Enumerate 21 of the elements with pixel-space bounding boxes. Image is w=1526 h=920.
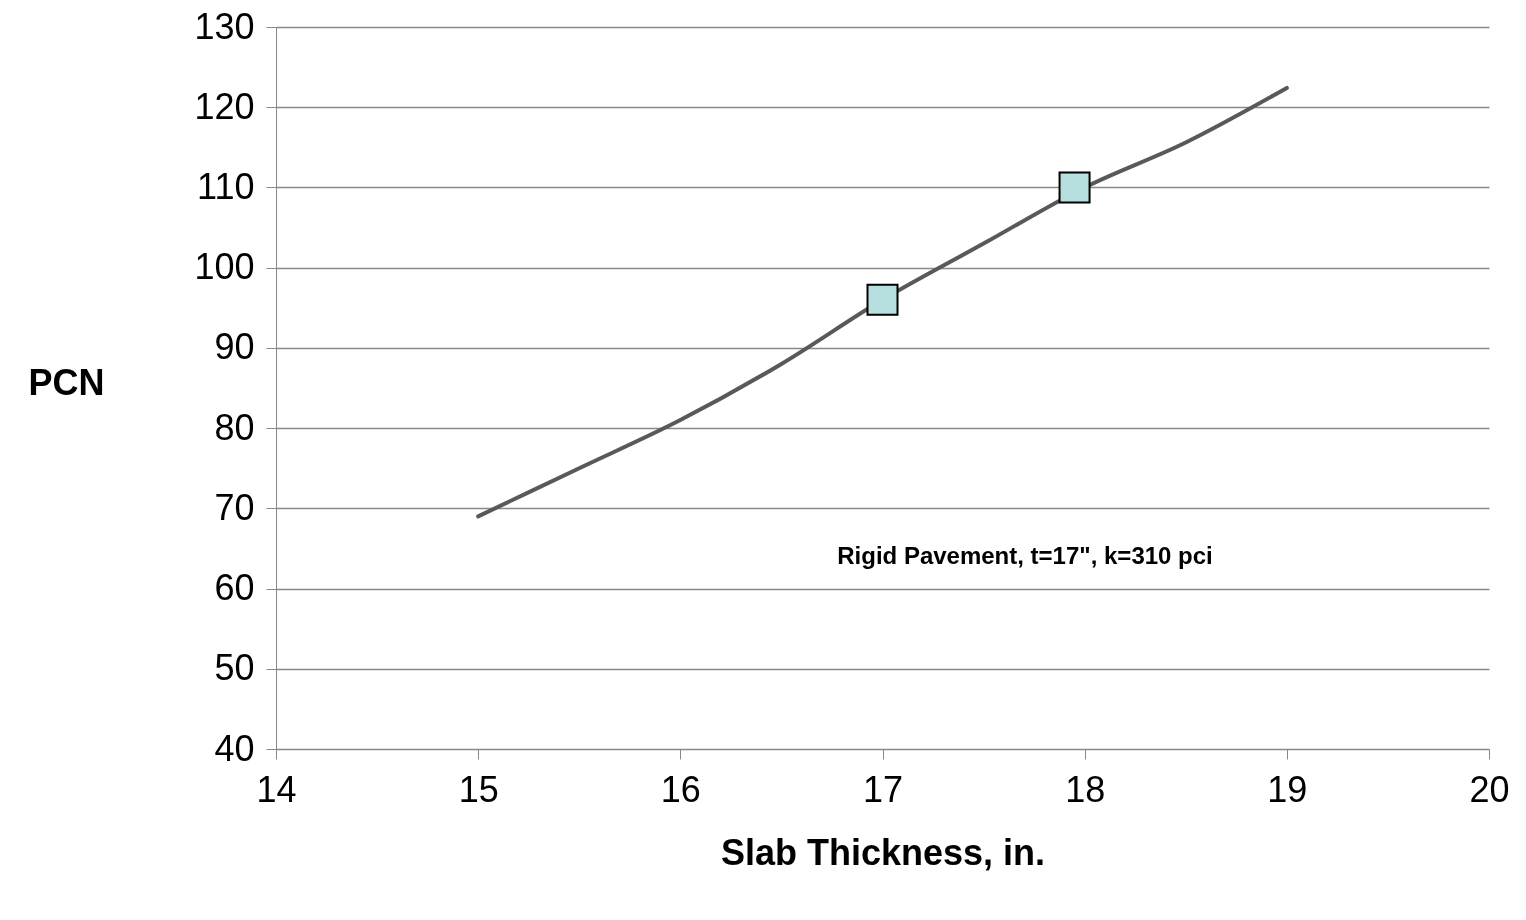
x-axis-title: Slab Thickness, in. [720,831,1046,873]
x-tick-label: 15 [458,768,499,810]
y-tick-label: 130 [194,5,255,47]
y-axis-title: PCN [28,361,105,403]
y-tick-label: 40 [214,727,255,769]
y-tick-label: 50 [214,647,255,689]
y-tick-label: 100 [194,246,255,288]
x-tick-label: 20 [1469,768,1510,810]
y-tick-label: 110 [197,165,255,207]
x-tick-label: 19 [1267,768,1308,810]
y-tick-label: 70 [214,486,255,528]
x-tick-label: 18 [1065,768,1106,810]
y-tick-label: 80 [214,406,255,448]
x-tick-label: 17 [862,768,904,810]
annotation: Rigid Pavement, t=17", k=310 pci [837,542,1213,569]
y-tick-label: 60 [214,567,255,609]
y-tick-label: 120 [194,85,255,127]
y-tick-label: 90 [214,326,255,368]
x-tick-label: 14 [256,768,297,810]
line-series [476,85,1289,519]
x-tick-label: 16 [660,768,701,810]
